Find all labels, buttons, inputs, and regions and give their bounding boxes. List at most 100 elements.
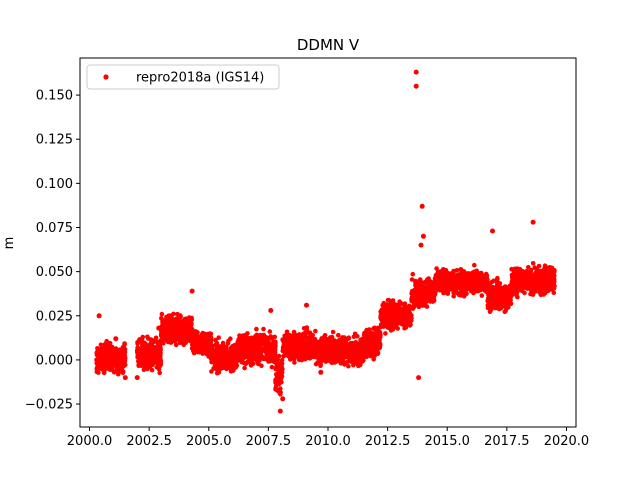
data-point <box>381 300 387 306</box>
data-point <box>472 269 477 275</box>
data-point <box>288 341 294 347</box>
data-point <box>530 219 536 225</box>
data-point <box>485 303 491 308</box>
data-point <box>339 339 345 345</box>
y-tick-label: 0.150 <box>36 89 73 104</box>
data-point <box>528 282 533 288</box>
data-point <box>227 362 233 368</box>
data-point <box>144 352 149 358</box>
data-point <box>200 342 205 348</box>
data-point <box>209 348 215 354</box>
data-point <box>111 370 117 375</box>
data-point <box>497 290 503 296</box>
data-point <box>104 338 109 344</box>
data-point <box>120 348 125 354</box>
data-point <box>489 307 494 312</box>
data-point <box>504 295 510 301</box>
data-point <box>514 283 519 289</box>
data-point <box>456 292 462 298</box>
data-point <box>204 340 209 345</box>
data-point <box>254 326 259 332</box>
data-point <box>500 286 506 292</box>
data-point <box>155 344 160 350</box>
data-point <box>184 327 190 333</box>
data-point <box>115 371 121 377</box>
data-point <box>213 362 218 368</box>
data-point <box>248 363 254 368</box>
data-point <box>529 287 535 292</box>
axes: 2000.0 2002.5 2005.0 2007.5 2010.0 2012.5 2015… <box>25 57 589 449</box>
data-point <box>404 313 410 319</box>
data-point <box>332 348 337 353</box>
data-point <box>280 348 286 353</box>
data-point <box>413 282 419 288</box>
data-point <box>410 295 416 301</box>
data-point <box>152 355 157 361</box>
data-point <box>482 280 488 285</box>
data-point <box>352 331 358 337</box>
x-tick-label: 2012.5 <box>365 434 411 449</box>
data-point <box>156 362 161 368</box>
data-point <box>375 344 381 350</box>
data-point <box>222 365 228 371</box>
data-point <box>165 334 170 340</box>
data-point <box>329 334 335 340</box>
data-point <box>322 333 328 338</box>
data-point <box>379 313 384 319</box>
data-point <box>317 360 323 365</box>
data-point <box>275 357 281 362</box>
data-point <box>378 322 384 327</box>
data-point <box>284 352 289 358</box>
data-point <box>448 275 454 281</box>
data-point <box>280 366 285 372</box>
data-point <box>194 346 199 351</box>
data-point <box>294 343 300 349</box>
data-point <box>213 366 219 372</box>
data-point <box>472 262 477 268</box>
data-point <box>304 336 310 342</box>
y-tick-label: 0.050 <box>36 265 73 280</box>
data-point <box>272 334 278 340</box>
data-point <box>122 342 127 348</box>
data-point <box>189 288 195 294</box>
data-point <box>267 329 273 334</box>
data-point <box>383 331 388 336</box>
data-point <box>96 313 102 319</box>
data-point <box>366 351 371 356</box>
data-point <box>332 342 337 347</box>
data-point <box>416 300 422 306</box>
data-point <box>495 275 500 281</box>
y-tick-label: 0.100 <box>36 177 73 192</box>
data-point <box>265 341 271 347</box>
data-point <box>411 304 417 310</box>
data-point <box>318 350 324 356</box>
data-point <box>172 333 177 339</box>
data-point <box>163 322 169 328</box>
data-point <box>419 292 424 298</box>
data-point <box>98 342 104 348</box>
data-point <box>354 352 360 358</box>
data-point <box>280 396 286 402</box>
data-point <box>304 325 310 330</box>
data-point <box>235 357 240 363</box>
x-tick-label: 2007.5 <box>246 434 292 449</box>
data-point <box>220 348 226 354</box>
data-point <box>149 347 154 353</box>
data-point <box>231 353 236 358</box>
data-point <box>279 373 285 379</box>
data-point <box>536 263 542 269</box>
data-point <box>373 350 379 355</box>
data-point <box>530 292 536 297</box>
data-point <box>256 343 262 349</box>
data-point <box>135 341 140 347</box>
data-point <box>156 366 162 372</box>
data-point <box>519 270 525 276</box>
data-point <box>304 302 309 308</box>
data-point <box>385 322 390 328</box>
data-point <box>172 323 177 329</box>
data-point <box>157 370 162 376</box>
data-point <box>234 363 240 368</box>
data-point <box>487 283 492 288</box>
data-point <box>276 353 282 359</box>
